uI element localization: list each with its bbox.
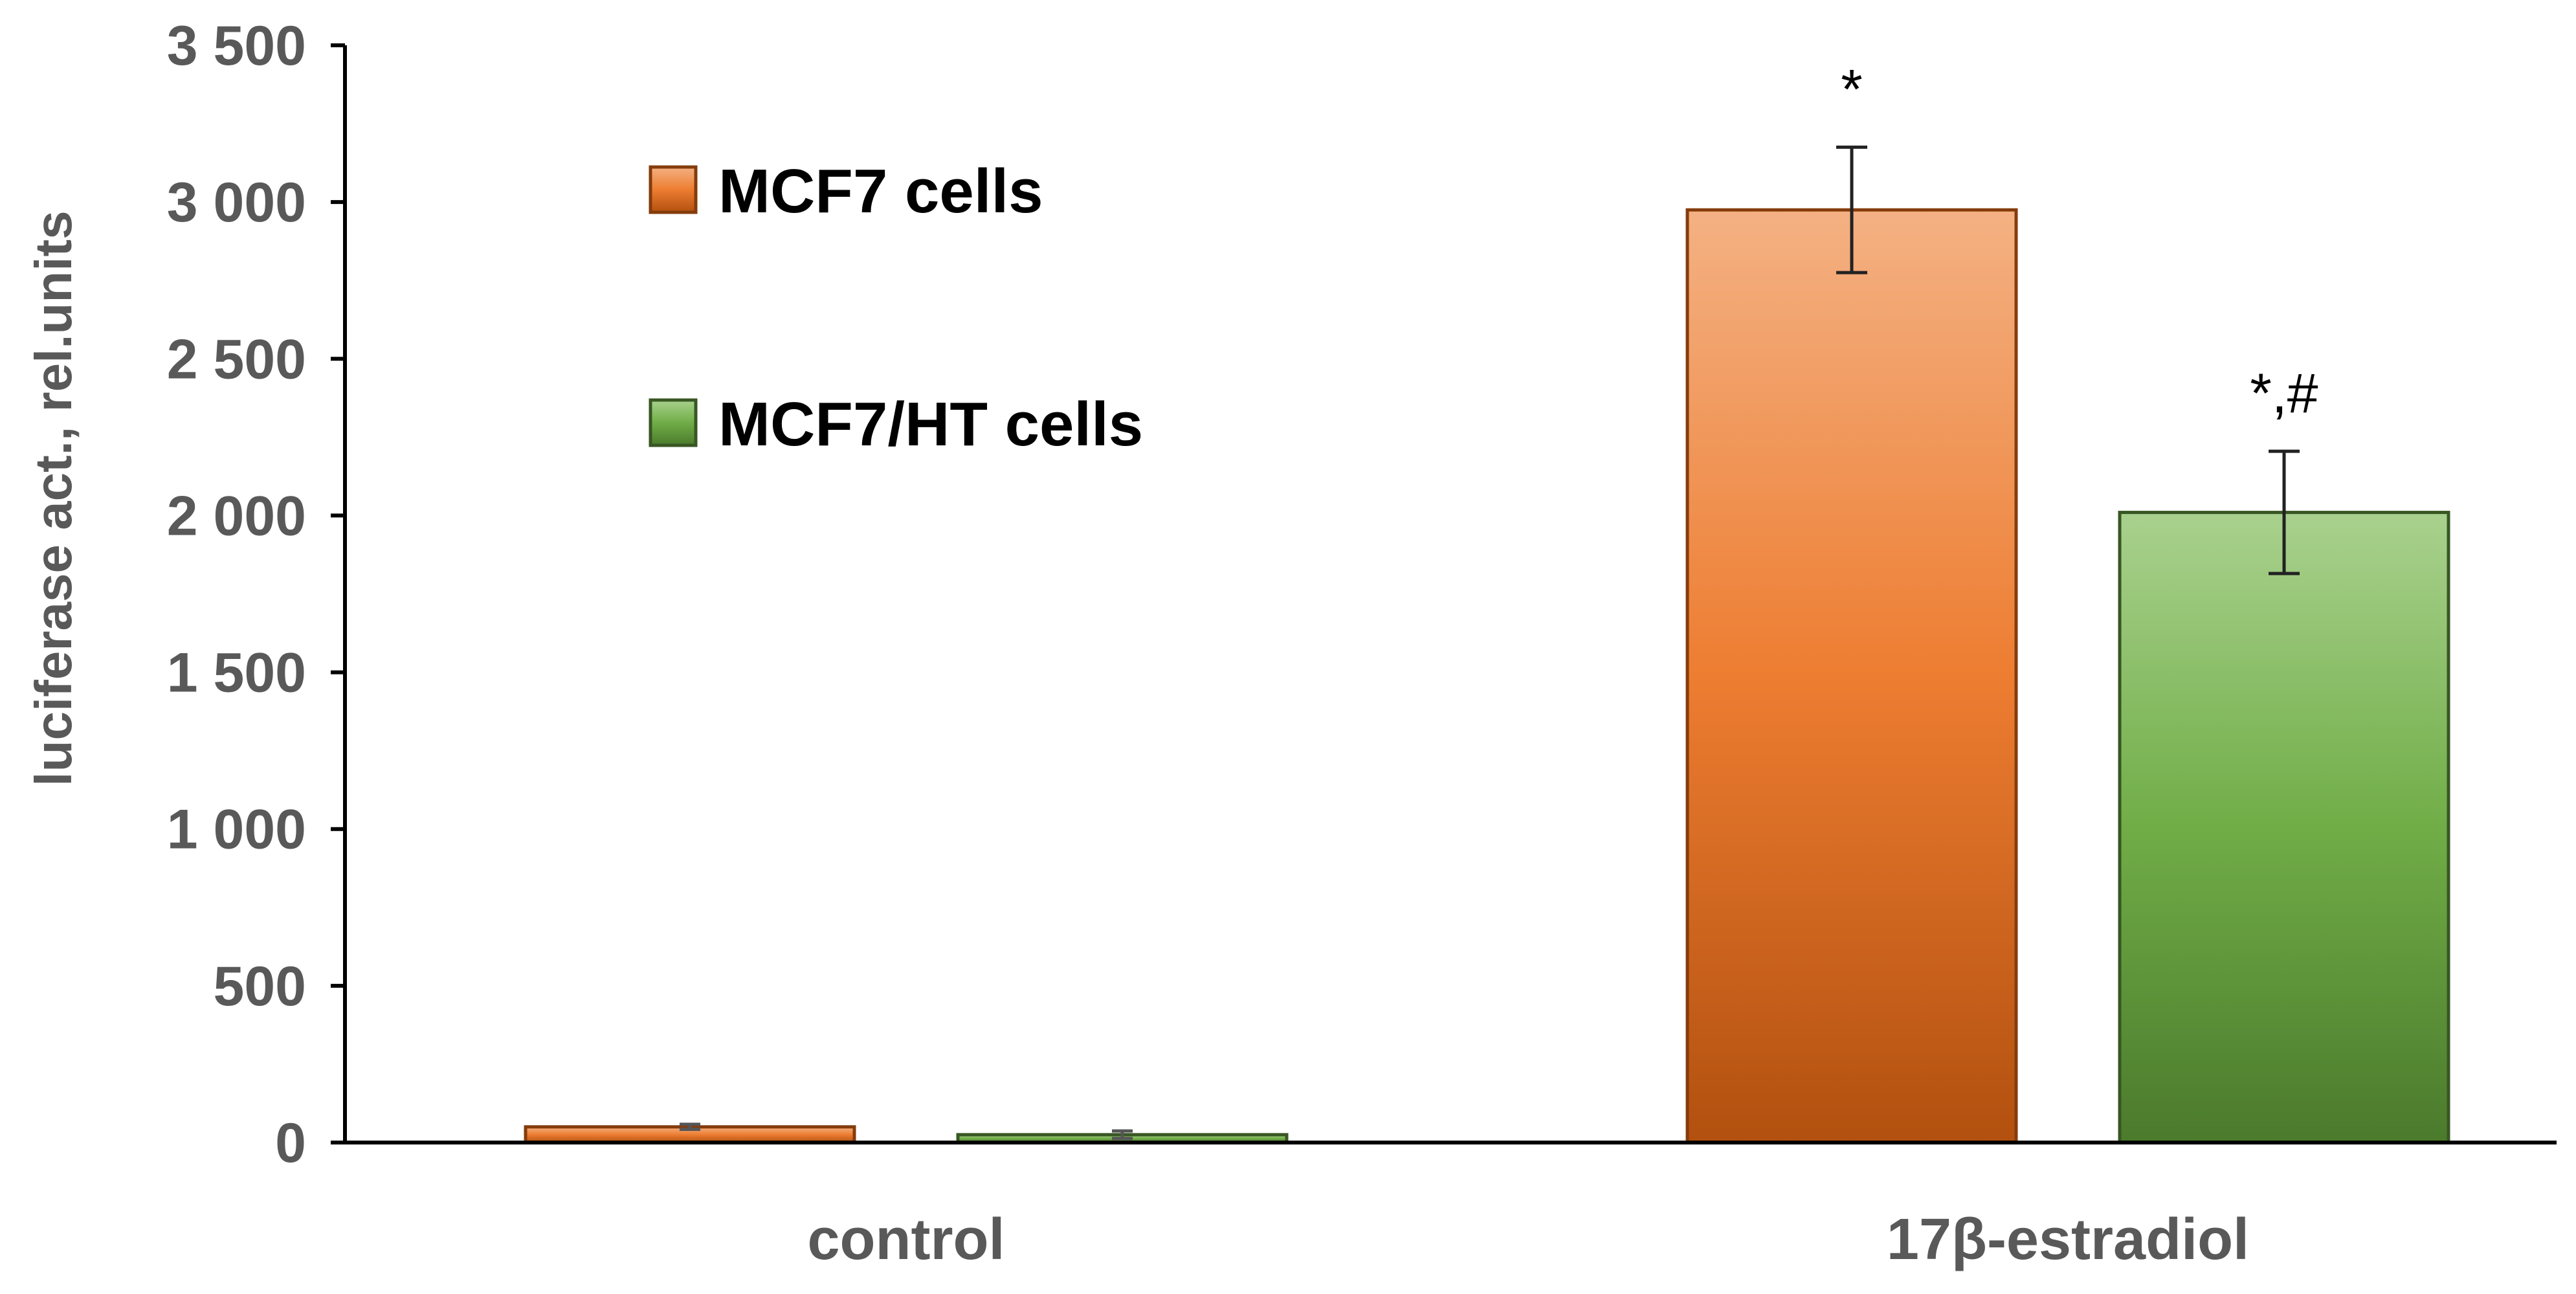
bars-layer: * *,# — [524, 58, 2450, 1144]
y-tick-label: 3 000 — [167, 172, 306, 234]
x-category-label-estradiol: 17β-estradiol — [1887, 1207, 2249, 1272]
y-tick-label: 2 500 — [167, 328, 306, 390]
error-bar-mcf7-ht-estradiol — [2269, 449, 2300, 575]
y-tick-label: 0 — [275, 1112, 306, 1174]
legend-swatch-mcf7-ht — [649, 398, 698, 447]
error-bar-mcf7-ht-control — [1112, 1129, 1133, 1141]
significance-annotation: *,# — [2250, 363, 2318, 425]
error-bar-mcf7-estradiol — [1836, 145, 1867, 274]
y-axis-title: luciferase act., rel.units — [25, 210, 82, 786]
y-tick-label: 500 — [214, 955, 307, 1018]
y-tick-label: 2 000 — [167, 485, 306, 547]
legend-label-mcf7: MCF7 cells — [718, 157, 1043, 226]
y-tick-label: 3 500 — [167, 15, 306, 77]
significance-annotation: * — [1841, 58, 1862, 120]
y-tick-label: 1 000 — [167, 799, 306, 861]
x-category-label-control: control — [808, 1207, 1005, 1272]
bar-mcf7-estradiol — [1685, 208, 2018, 1144]
x-axis-category-labels: control 17β-estradiol — [808, 1207, 2250, 1272]
legend-label-mcf7-ht: MCF7/HT cells — [718, 390, 1143, 459]
y-axis-ticks: 0 500 1 000 1 500 2 000 2 500 3 000 3 500 — [167, 15, 345, 1174]
legend-swatch-mcf7 — [649, 165, 698, 214]
y-tick-label: 1 500 — [167, 642, 306, 704]
error-bar-mcf7-control — [680, 1122, 700, 1132]
bar-mcf7-ht-estradiol — [2118, 511, 2450, 1144]
legend: MCF7 cells MCF7/HT cells — [649, 157, 1143, 459]
